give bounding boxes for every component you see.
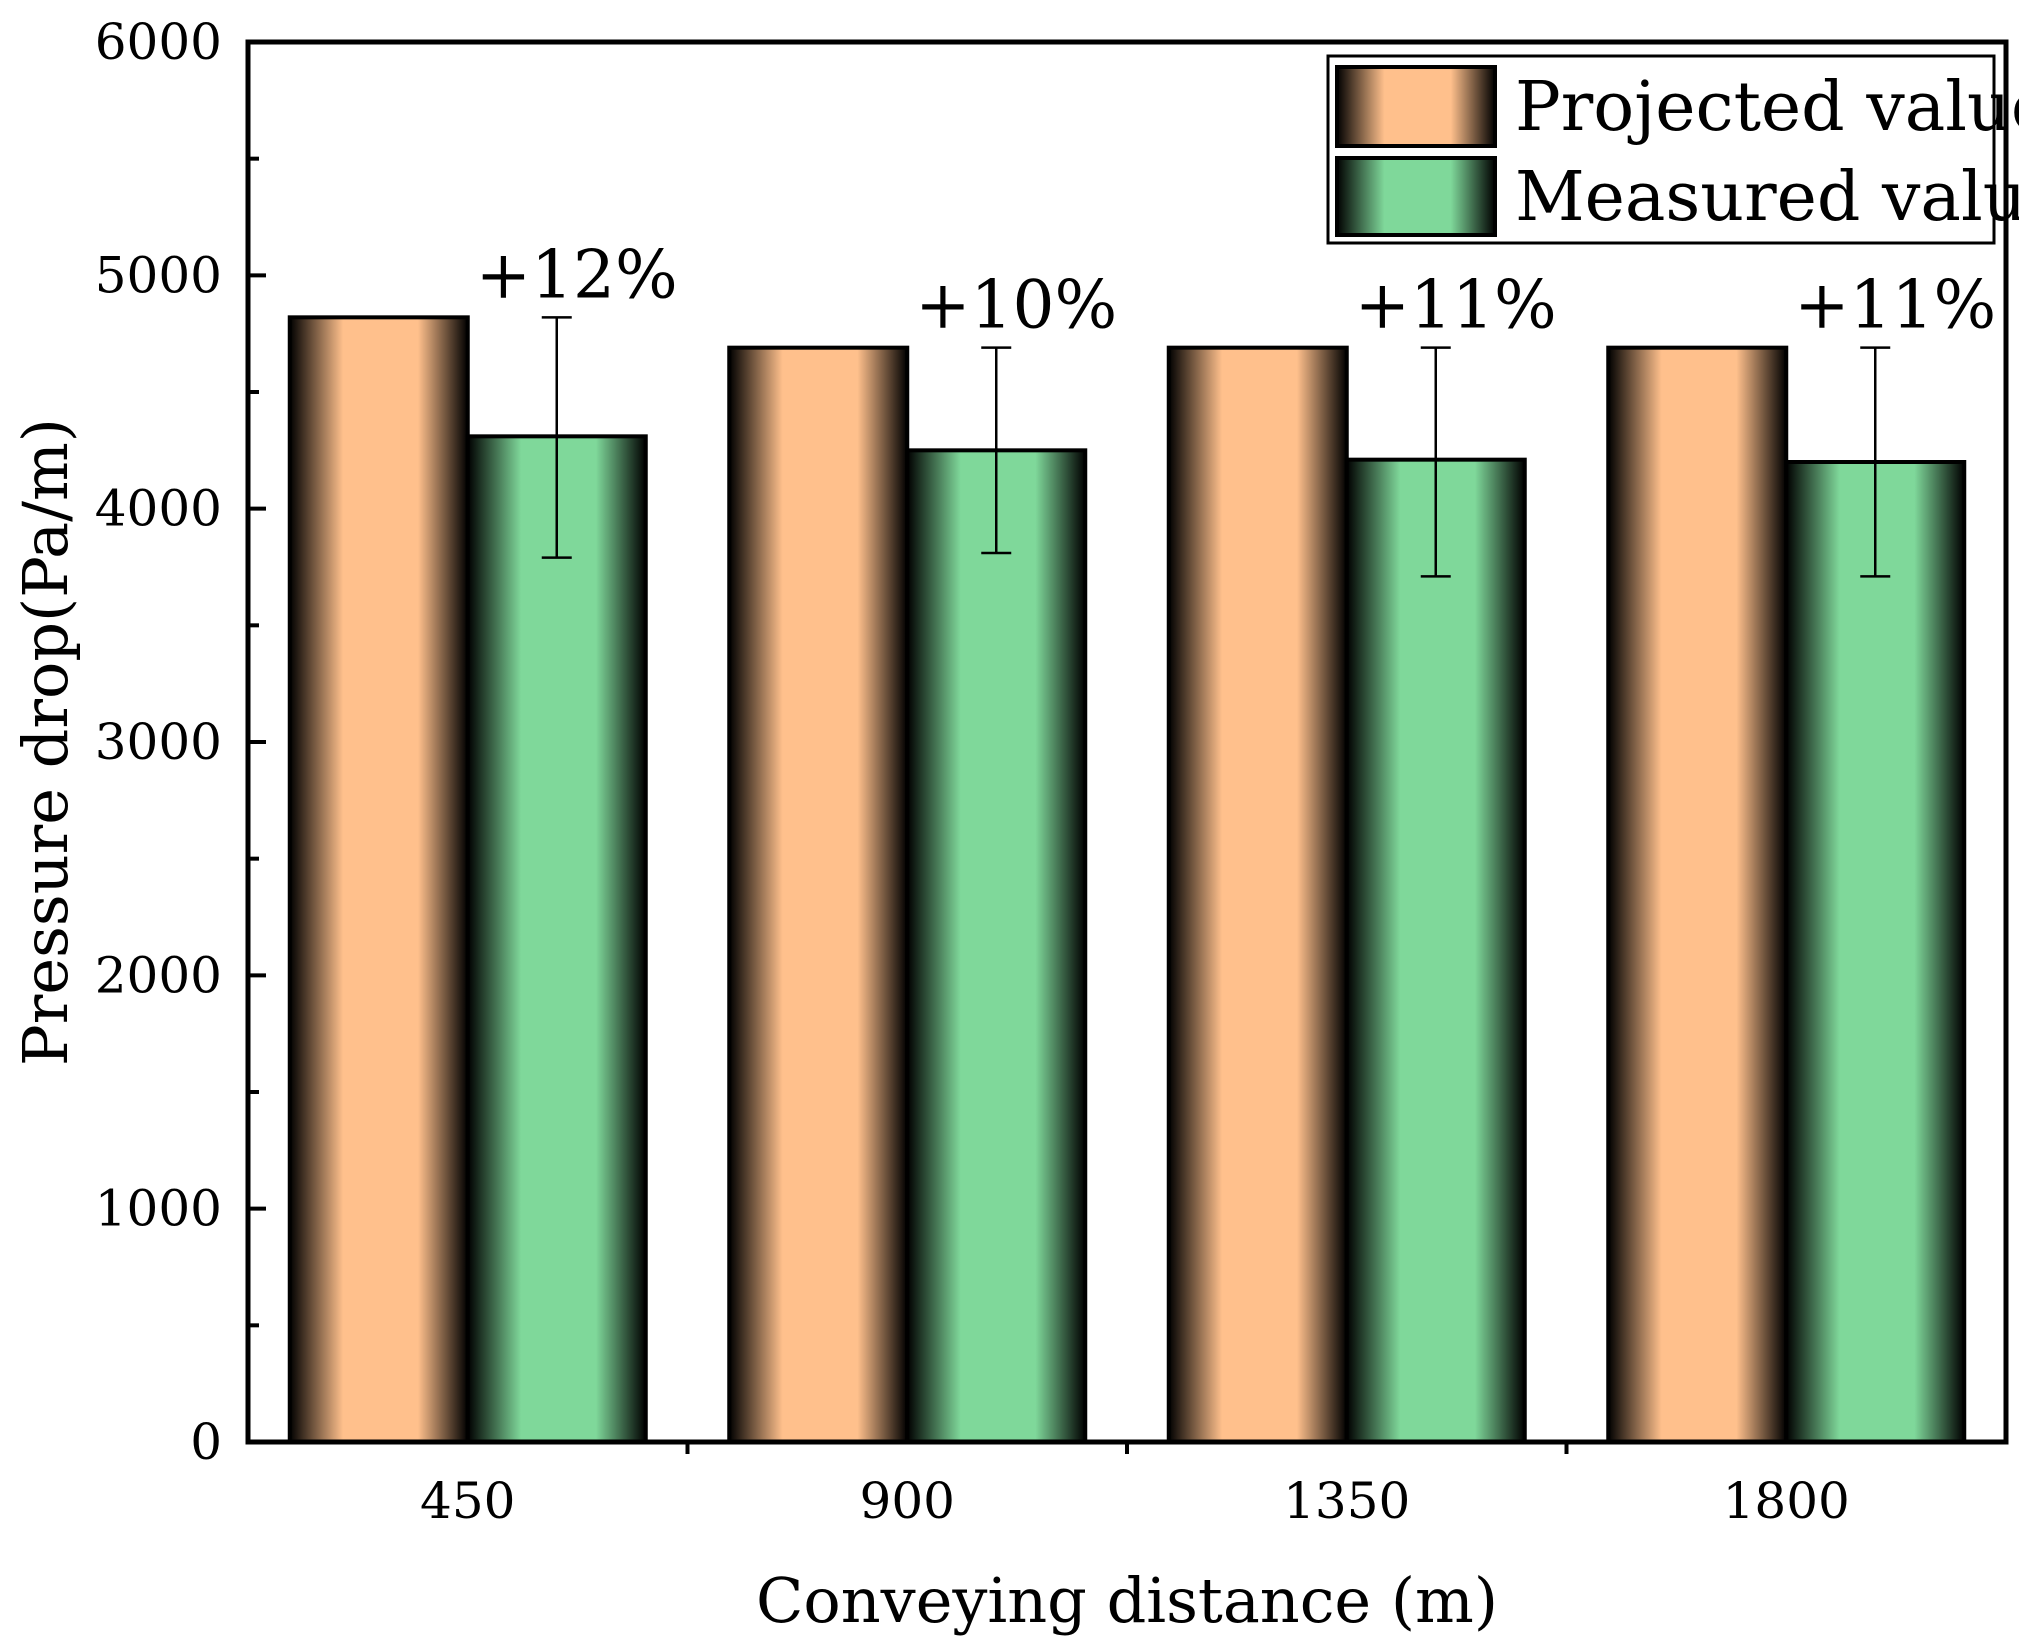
bar-measured-450 <box>465 434 648 1445</box>
x-tick-label-900: 900 <box>860 1472 955 1530</box>
bar-projected-1800 <box>1606 345 1789 1445</box>
legend-label-measured: Measured value <box>1515 158 2019 237</box>
y-axis-title: Pressure drop(Pa/m) <box>9 418 82 1066</box>
annotation-label-1350: +11% <box>1355 267 1557 344</box>
legend: Projected value Measured value <box>1326 54 2019 245</box>
annotation-label-450: +12% <box>476 236 678 313</box>
y-axis: 0 1000 2000 3000 4000 5000 6000 <box>95 13 266 1471</box>
error-bar-450 <box>541 316 572 559</box>
bar-projected-900 <box>727 345 910 1445</box>
y-tick-label-3000: 3000 <box>95 713 222 771</box>
x-tick-label-1800: 1800 <box>1723 1472 1850 1530</box>
y-tick-label-1000: 1000 <box>95 1180 222 1238</box>
bar-measured-1800 <box>1784 460 1967 1444</box>
error-bars-layer <box>541 316 1891 578</box>
error-bar-1350 <box>1420 346 1451 578</box>
bar-projected-1350 <box>1166 345 1349 1445</box>
annotations-layer: +12% +10% +11% +11% <box>476 236 1997 343</box>
bar-measured-1350 <box>1344 457 1527 1444</box>
bar-measured-900 <box>905 448 1088 1445</box>
annotation-label-900: +10% <box>915 267 1117 344</box>
error-bar-900 <box>981 346 1012 555</box>
annotation-label-1800: +11% <box>1794 267 1996 344</box>
y-tick-label-0: 0 <box>190 1413 222 1471</box>
legend-swatch-projected <box>1335 65 1497 148</box>
y-tick-label-6000: 6000 <box>95 13 222 71</box>
y-tick-label-4000: 4000 <box>95 480 222 538</box>
legend-swatch-measured <box>1335 156 1497 237</box>
x-axis: 450 900 1350 1800 <box>420 1442 1850 1530</box>
x-axis-title: Conveying distance (m) <box>756 1564 1498 1637</box>
bar-projected-450 <box>287 315 470 1444</box>
x-tick-label-1350: 1350 <box>1283 1472 1410 1530</box>
legend-label-projected: Projected value <box>1515 68 2019 147</box>
y-tick-label-2000: 2000 <box>95 946 222 1004</box>
error-bar-1800 <box>1860 346 1891 578</box>
y-tick-label-5000: 5000 <box>95 246 222 304</box>
bars-layer <box>287 315 1967 1445</box>
x-tick-label-450: 450 <box>420 1472 515 1530</box>
